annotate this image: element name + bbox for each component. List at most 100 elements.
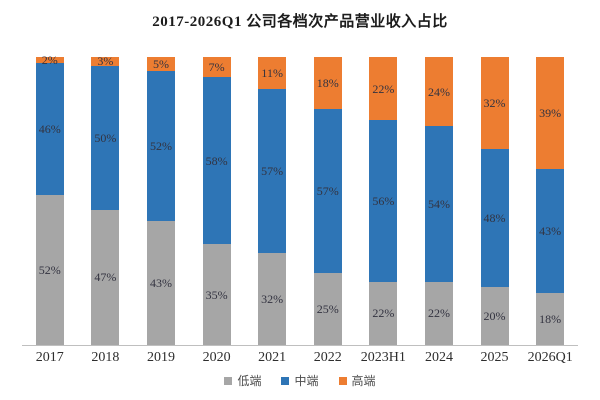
segment-中端-2017: 46% — [35, 62, 64, 196]
x-tick-label-2020: 2020 — [202, 350, 231, 365]
x-tick-label-2019: 2019 — [146, 350, 175, 365]
legend-item-低端: 低端 — [224, 372, 261, 389]
x-tick-label-2026Q1: 2026Q1 — [527, 350, 573, 365]
segment-高端-2023H1: 22% — [369, 57, 398, 121]
x-axis-line — [22, 345, 578, 346]
data-label: 3% — [97, 54, 114, 69]
segment-低端-2023H1: 22% — [369, 281, 398, 345]
bar-slot-2023H1: 22% 56% 22% — [356, 57, 412, 345]
legend-swatch-icon — [224, 376, 233, 385]
data-label: 35% — [205, 287, 228, 302]
segment-中端-2024: 54% — [424, 126, 453, 282]
data-label: 54% — [427, 196, 450, 211]
plot-area: 52% 46% 2% 47% 50% 3% 43% 52% 5% 35% 58% 7% 32% 57% 11… — [22, 52, 578, 345]
data-label: 11% — [261, 65, 283, 80]
data-label: 22% — [372, 306, 395, 321]
data-label: 32% — [483, 96, 506, 111]
segment-中端-2025: 48% — [480, 149, 509, 288]
x-tick-label-2017: 2017 — [35, 350, 64, 365]
legend-item-高端: 高端 — [338, 372, 376, 389]
stacked-bar-2017: 52% 46% 2% — [35, 52, 64, 345]
segment-高端-2024: 24% — [424, 57, 453, 127]
data-label: 32% — [261, 291, 284, 306]
data-label: 7% — [208, 60, 225, 75]
stacked-bar-2019: 43% 52% 5% — [146, 57, 175, 345]
bar-slot-2018: 47% 50% 3% — [78, 54, 134, 345]
segment-中端-2022: 57% — [313, 108, 342, 273]
segment-低端-2024: 22% — [424, 281, 453, 345]
bar-slot-2022: 25% 57% 18% — [300, 57, 356, 345]
segment-高端-2018: 3% — [91, 54, 120, 69]
chart-title: 2017-2026Q1 公司各档次产品营业收入占比 — [152, 14, 448, 30]
segment-高端-2021: 11% — [258, 57, 287, 89]
data-label: 2% — [41, 52, 58, 67]
data-label: 50% — [94, 130, 117, 145]
data-label: 22% — [427, 306, 450, 321]
bar-slot-2024: 22% 54% 24% — [411, 57, 467, 345]
x-tick-label-2018: 2018 — [91, 350, 120, 365]
x-tick-label-2023H1: 2023H1 — [360, 350, 406, 365]
stacked-bar-2026Q1: 18% 43% 39% — [536, 57, 565, 345]
x-tick-label-2025: 2025 — [480, 350, 509, 365]
segment-中端-2018: 50% — [91, 65, 120, 210]
legend-label: 低端 — [237, 374, 262, 388]
segment-低端-2021: 32% — [258, 252, 287, 345]
data-label: 22% — [372, 81, 395, 96]
stacked-bar-2023H1: 22% 56% 22% — [369, 57, 398, 345]
segment-中端-2019: 52% — [146, 71, 175, 222]
data-label: 57% — [316, 183, 339, 198]
data-label: 24% — [427, 84, 450, 99]
stacked-bar-2025: 20% 48% 32% — [480, 57, 509, 345]
data-label: 18% — [316, 75, 339, 90]
data-label: 5% — [152, 57, 169, 72]
data-label: 18% — [539, 312, 562, 327]
bar-slot-2020: 35% 58% 7% — [189, 57, 245, 345]
bar-slot-2026Q1: 18% 43% 39% — [522, 57, 578, 345]
data-label: 39% — [539, 106, 562, 121]
legend-item-中端: 中端 — [281, 372, 319, 389]
segment-高端-2022: 18% — [313, 57, 342, 109]
legend-label: 高端 — [351, 374, 376, 388]
x-tick-label-2022: 2022 — [313, 350, 342, 365]
data-label: 48% — [483, 211, 506, 226]
data-label: 20% — [483, 309, 506, 324]
data-label: 58% — [205, 153, 228, 168]
data-label: 57% — [261, 163, 284, 178]
stacked-bar-2022: 25% 57% 18% — [313, 57, 342, 345]
data-label: 43% — [539, 224, 562, 239]
legend-swatch-icon — [281, 376, 290, 385]
bar-slot-2021: 32% 57% 11% — [244, 57, 300, 345]
segment-高端-2019: 5% — [146, 57, 175, 72]
bar-slot-2019: 43% 52% 5% — [133, 57, 189, 345]
legend-label: 中端 — [294, 374, 319, 388]
segment-低端-2017: 52% — [35, 195, 64, 345]
legend-swatch-icon — [338, 376, 347, 385]
segment-低端-2020: 35% — [202, 244, 231, 345]
segment-高端-2017: 2% — [35, 52, 64, 67]
segment-低端-2018: 47% — [91, 209, 120, 345]
segment-高端-2026Q1: 39% — [536, 57, 565, 170]
legend: 低端 中端 高端 — [0, 372, 600, 389]
x-tick-label-2021: 2021 — [258, 350, 287, 365]
data-label: 47% — [94, 270, 117, 285]
segment-低端-2025: 20% — [480, 287, 509, 345]
stacked-bar-2020: 35% 58% 7% — [202, 57, 231, 345]
x-axis-labels: 2017 2018 2019 2020 2021 2022 2023H1 2024 2025 20… — [22, 350, 578, 366]
segment-中端-2020: 58% — [202, 77, 231, 245]
data-label: 25% — [316, 302, 339, 316]
bar-slot-2017: 52% 46% 2% — [22, 52, 78, 345]
segment-低端-2022: 25% — [313, 273, 342, 345]
data-label: 46% — [38, 122, 61, 137]
segment-低端-2019: 43% — [146, 221, 175, 345]
segment-中端-2026Q1: 43% — [536, 169, 565, 294]
stacked-bar-2018: 47% 50% 3% — [91, 54, 120, 345]
segment-高端-2025: 32% — [480, 57, 509, 150]
bar-slot-2025: 20% 48% 32% — [467, 57, 523, 345]
data-label: 52% — [38, 263, 61, 278]
stacked-bar-2024: 22% 54% 24% — [424, 57, 453, 345]
data-label: 56% — [372, 194, 395, 208]
x-tick-label-2024: 2024 — [424, 350, 453, 365]
data-label: 43% — [149, 276, 172, 291]
segment-低端-2026Q1: 18% — [536, 293, 565, 345]
